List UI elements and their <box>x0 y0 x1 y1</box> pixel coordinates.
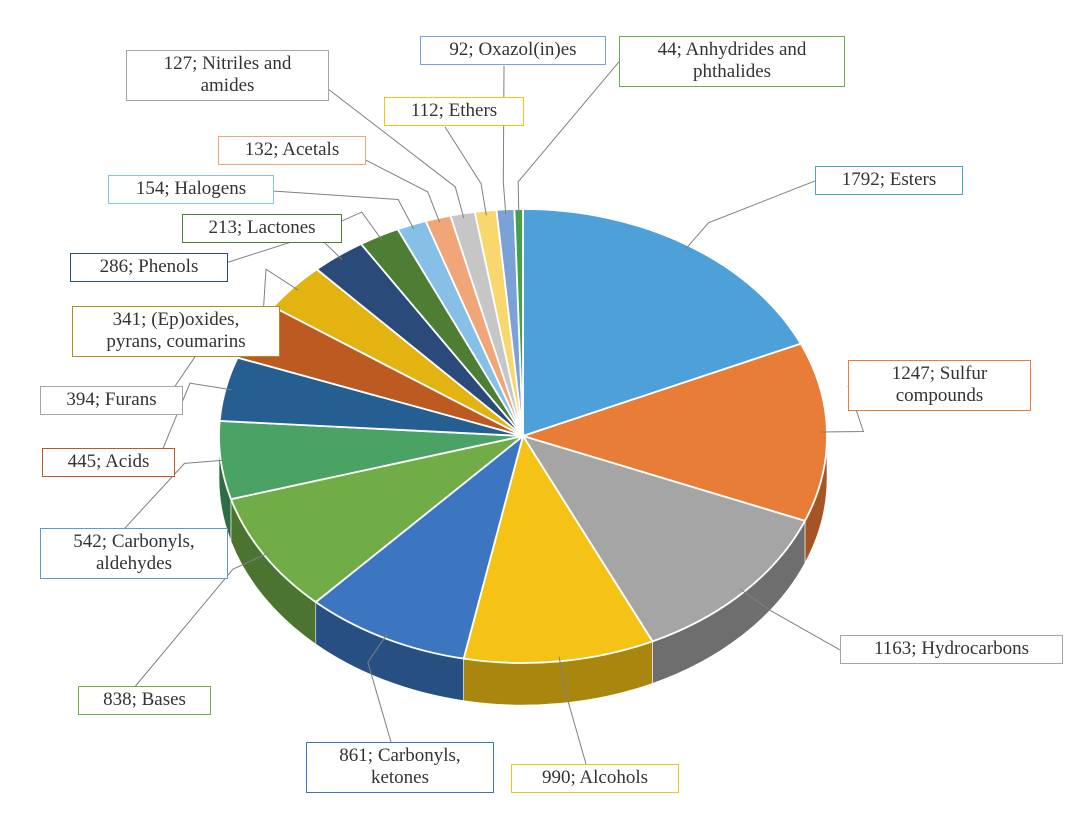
slice-label: 542; Carbonyls,aldehydes <box>40 528 228 579</box>
slice-label: 213; Lactones <box>182 214 342 243</box>
leader-line <box>503 66 505 214</box>
pie-chart-3d: 1792; Esters 1247; Sulfurcompounds 1163; H… <box>0 0 1080 830</box>
slice-label: 1163; Hydrocarbons <box>840 635 1063 664</box>
slice-label: 92; Oxazol(in)es <box>420 36 606 65</box>
slice-label: 154; Halogens <box>108 175 274 204</box>
slice-label: 861; Carbonyls,ketones <box>306 742 494 793</box>
leader-line <box>518 62 619 214</box>
slice-label: 1247; Sulfurcompounds <box>848 360 1031 411</box>
slice-label: 445; Acids <box>42 448 175 477</box>
slice-label: 286; Phenols <box>70 253 228 282</box>
slice-label: 44; Anhydrides andphthalides <box>619 36 845 87</box>
slice-label: 838; Bases <box>78 686 211 715</box>
slice-label: 112; Ethers <box>384 97 524 126</box>
leader-line <box>685 181 815 250</box>
leader-line <box>445 127 486 215</box>
slice-label: 394; Furans <box>40 386 183 415</box>
slice-label: 132; Acetals <box>218 136 366 165</box>
slice-label: 341; (Ep)oxides,pyrans, coumarins <box>72 306 280 357</box>
slice-label: 1792; Esters <box>815 166 963 195</box>
slice-label: 127; Nitriles andamides <box>126 50 329 101</box>
slice-label: 990; Alcohols <box>511 764 679 793</box>
